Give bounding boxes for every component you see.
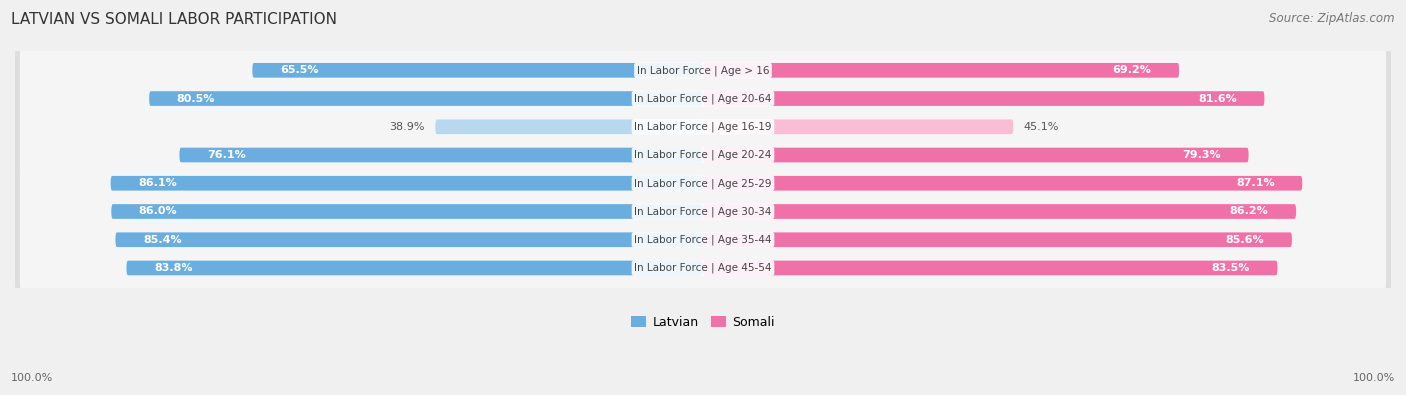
Text: 86.1%: 86.1% <box>138 178 177 188</box>
Text: 100.0%: 100.0% <box>1353 373 1395 383</box>
FancyBboxPatch shape <box>15 115 1391 195</box>
FancyBboxPatch shape <box>20 94 1386 160</box>
FancyBboxPatch shape <box>703 63 1180 78</box>
Text: In Labor Force | Age 35-44: In Labor Force | Age 35-44 <box>634 235 772 245</box>
FancyBboxPatch shape <box>703 119 1014 134</box>
Text: In Labor Force | Age 45-54: In Labor Force | Age 45-54 <box>634 263 772 273</box>
FancyBboxPatch shape <box>15 143 1391 223</box>
Text: 85.6%: 85.6% <box>1226 235 1264 245</box>
FancyBboxPatch shape <box>20 235 1386 301</box>
FancyBboxPatch shape <box>15 228 1391 308</box>
Text: 100.0%: 100.0% <box>11 373 53 383</box>
Text: 76.1%: 76.1% <box>207 150 246 160</box>
FancyBboxPatch shape <box>20 179 1386 244</box>
Text: In Labor Force | Age 25-29: In Labor Force | Age 25-29 <box>634 178 772 188</box>
Text: 80.5%: 80.5% <box>177 94 215 103</box>
Text: In Labor Force | Age 30-34: In Labor Force | Age 30-34 <box>634 206 772 217</box>
FancyBboxPatch shape <box>15 59 1391 138</box>
FancyBboxPatch shape <box>111 204 703 219</box>
Text: In Labor Force | Age 16-19: In Labor Force | Age 16-19 <box>634 122 772 132</box>
Text: 69.2%: 69.2% <box>1112 65 1152 75</box>
Text: 86.2%: 86.2% <box>1230 207 1268 216</box>
Legend: Latvian, Somali: Latvian, Somali <box>626 311 780 334</box>
FancyBboxPatch shape <box>20 66 1386 131</box>
Text: 65.5%: 65.5% <box>280 65 318 75</box>
Text: 81.6%: 81.6% <box>1198 94 1237 103</box>
FancyBboxPatch shape <box>703 91 1264 106</box>
Text: 83.5%: 83.5% <box>1212 263 1250 273</box>
Text: 79.3%: 79.3% <box>1182 150 1220 160</box>
FancyBboxPatch shape <box>20 150 1386 216</box>
Text: 45.1%: 45.1% <box>1024 122 1059 132</box>
Text: Source: ZipAtlas.com: Source: ZipAtlas.com <box>1270 12 1395 25</box>
FancyBboxPatch shape <box>703 261 1278 275</box>
Text: LATVIAN VS SOMALI LABOR PARTICIPATION: LATVIAN VS SOMALI LABOR PARTICIPATION <box>11 12 337 27</box>
FancyBboxPatch shape <box>180 148 703 162</box>
FancyBboxPatch shape <box>149 91 703 106</box>
FancyBboxPatch shape <box>20 122 1386 188</box>
FancyBboxPatch shape <box>15 30 1391 110</box>
Text: 87.1%: 87.1% <box>1236 178 1275 188</box>
FancyBboxPatch shape <box>703 176 1302 191</box>
Text: 85.4%: 85.4% <box>143 235 181 245</box>
Text: In Labor Force | Age 20-64: In Labor Force | Age 20-64 <box>634 93 772 104</box>
FancyBboxPatch shape <box>703 232 1292 247</box>
FancyBboxPatch shape <box>703 204 1296 219</box>
FancyBboxPatch shape <box>436 119 703 134</box>
FancyBboxPatch shape <box>127 261 703 275</box>
FancyBboxPatch shape <box>703 148 1249 162</box>
FancyBboxPatch shape <box>252 63 703 78</box>
FancyBboxPatch shape <box>15 172 1391 251</box>
Text: 83.8%: 83.8% <box>155 263 193 273</box>
Text: In Labor Force | Age 20-24: In Labor Force | Age 20-24 <box>634 150 772 160</box>
Text: 86.0%: 86.0% <box>139 207 177 216</box>
FancyBboxPatch shape <box>20 38 1386 103</box>
FancyBboxPatch shape <box>115 232 703 247</box>
FancyBboxPatch shape <box>15 200 1391 280</box>
Text: In Labor Force | Age > 16: In Labor Force | Age > 16 <box>637 65 769 75</box>
Text: 38.9%: 38.9% <box>389 122 425 132</box>
FancyBboxPatch shape <box>111 176 703 191</box>
FancyBboxPatch shape <box>20 207 1386 273</box>
FancyBboxPatch shape <box>15 87 1391 167</box>
